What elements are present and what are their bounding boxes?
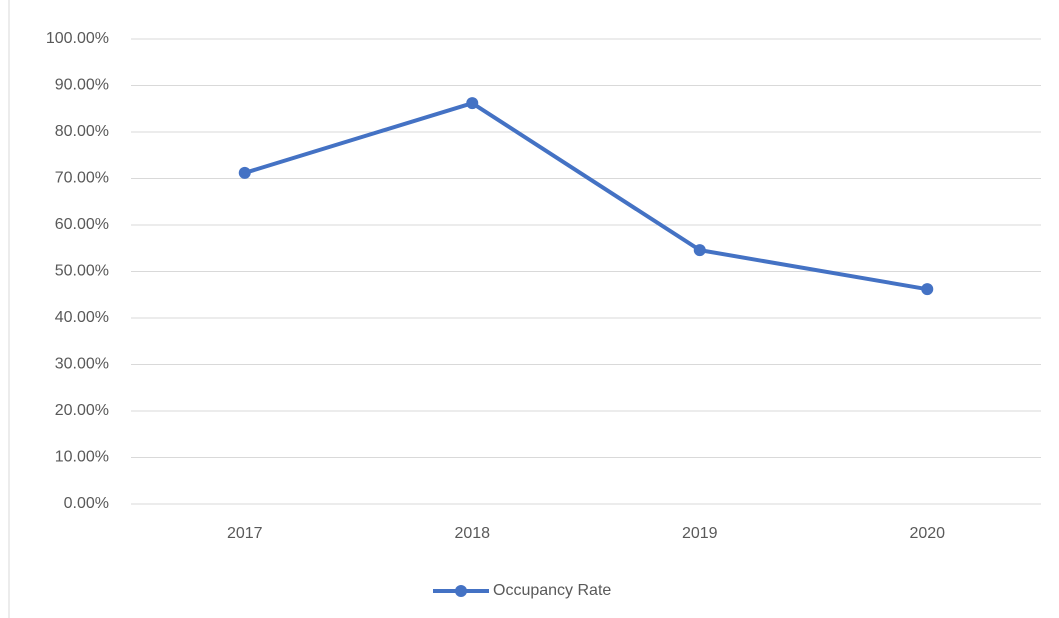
y-tick-label: 20.00% [55, 402, 109, 419]
y-tick-label: 70.00% [55, 170, 109, 187]
x-tick-label: 2017 [227, 525, 263, 542]
x-tick-label: 2018 [454, 525, 490, 542]
data-point [921, 283, 934, 296]
legend-label: Occupancy Rate [493, 582, 611, 599]
x-tick-label: 2020 [909, 525, 945, 542]
data-point [238, 166, 251, 179]
y-tick-label: 40.00% [55, 309, 109, 326]
x-tick-label: 2019 [682, 525, 718, 542]
legend-marker [455, 585, 467, 597]
data-point [693, 244, 706, 257]
y-tick-label: 100.00% [46, 30, 109, 47]
y-tick-label: 80.00% [55, 123, 109, 140]
y-tick-label: 90.00% [55, 77, 109, 94]
y-tick-label: 30.00% [55, 356, 109, 373]
y-tick-label: 50.00% [55, 263, 109, 280]
y-tick-label: 0.00% [64, 495, 109, 512]
series-line [244, 101, 928, 292]
y-tick-label: 60.00% [55, 216, 109, 233]
data-point [466, 97, 479, 110]
y-tick-label: 10.00% [55, 449, 109, 466]
